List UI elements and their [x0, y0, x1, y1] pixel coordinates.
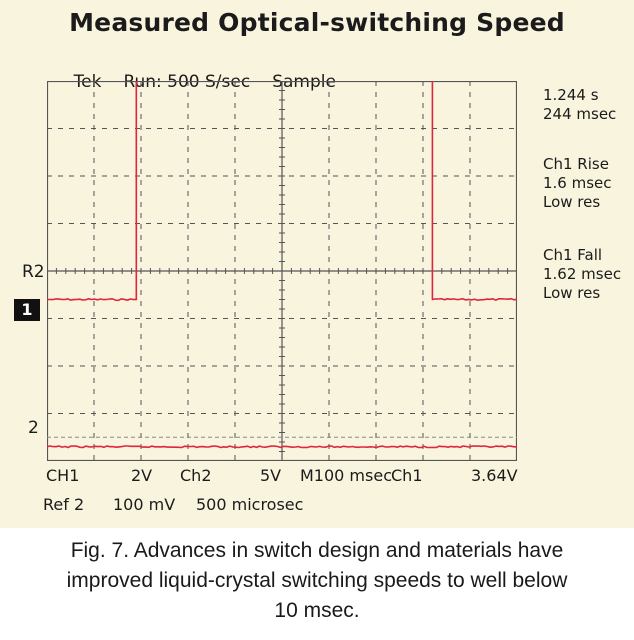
channel-1-marker: 1 — [14, 299, 40, 321]
readout-period-total: 1.244 s — [543, 86, 599, 104]
readout-fall-value: 1.62 msec — [543, 265, 622, 283]
caption-line-2: improved liquid-crystal switching speeds… — [66, 569, 568, 592]
footer-ch2-scale: 5V — [260, 466, 282, 485]
channel-2-marker: 2 — [28, 418, 39, 438]
footer-ref2: Ref 2 — [43, 495, 85, 514]
footer-ref2-time: 500 microsec — [196, 495, 304, 514]
figure-caption: Fig. 7. Advances in switch design and ma… — [0, 536, 634, 626]
readout-rise-value: 1.6 msec — [543, 174, 612, 192]
footer-trigger-source: Ch1 — [391, 466, 423, 485]
footer-ch1-scale: 2V — [131, 466, 153, 485]
ref-label: R2 — [22, 262, 45, 282]
footer-ch1: CH1 — [46, 466, 80, 485]
readout-fall: Ch1 Fall 1.62 msec Low res — [543, 246, 621, 303]
readout-rise-res: Low res — [543, 193, 601, 211]
readout-period-delta: 244 msec — [543, 105, 617, 123]
caption-line-3: 10 msec. — [274, 599, 360, 622]
readout-fall-label: Ch1 Fall — [543, 246, 603, 264]
trace-ch1 — [47, 81, 517, 302]
readout-period: 1.244 s 244 msec — [543, 86, 616, 124]
trace-ch2 — [47, 445, 517, 449]
readout-rise-label: Ch1 Rise — [543, 155, 609, 173]
chart-title: Measured Optical-switching Speed — [69, 8, 565, 37]
scope-display — [47, 81, 517, 461]
caption-line-1: Fig. 7. Advances in switch design and ma… — [70, 539, 564, 562]
footer-ch2: Ch2 — [180, 466, 212, 485]
readout-fall-res: Low res — [543, 284, 601, 302]
footer-timebase: M100 msec — [300, 466, 392, 485]
footer-trigger-level: 3.64V — [471, 466, 518, 485]
readout-rise: Ch1 Rise 1.6 msec Low res — [543, 155, 612, 212]
figure-panel: Measured Optical-switching Speed Tek Run:… — [0, 0, 634, 528]
footer-ref2-scale: 100 mV — [113, 495, 176, 514]
